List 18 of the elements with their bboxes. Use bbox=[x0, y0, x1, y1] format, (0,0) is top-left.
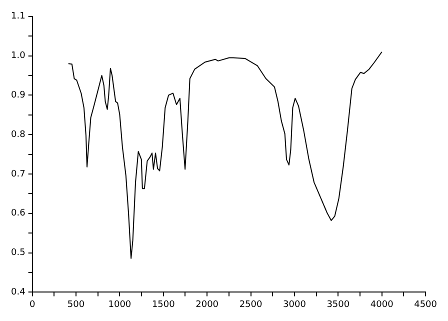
y-tick-label: 1.0 bbox=[10, 51, 26, 62]
y-tick-label: 0.8 bbox=[10, 130, 26, 140]
x-tick-label: 3000 bbox=[283, 300, 306, 310]
y-tick-label: 0.9 bbox=[10, 90, 26, 101]
y-tick-label: 0.7 bbox=[10, 169, 26, 180]
y-tick-label: 0.4 bbox=[10, 288, 26, 298]
x-tick-label: 0 bbox=[29, 300, 36, 310]
x-tick-label: 3500 bbox=[326, 300, 350, 310]
y-tick-label: 0.6 bbox=[10, 208, 26, 219]
x-tick-label: 1000 bbox=[108, 300, 132, 310]
y-tick-label: 1.1 bbox=[10, 12, 26, 22]
x-tick-label: 4500 bbox=[414, 300, 438, 310]
x-tick-label: 500 bbox=[67, 300, 85, 310]
x-tick-label: 1500 bbox=[152, 300, 176, 310]
x-tick-label: 2000 bbox=[196, 300, 219, 310]
y-tick-label: 0.5 bbox=[10, 248, 26, 258]
x-tick-label: 2500 bbox=[239, 300, 262, 310]
x-tick-label: 4000 bbox=[370, 300, 394, 310]
